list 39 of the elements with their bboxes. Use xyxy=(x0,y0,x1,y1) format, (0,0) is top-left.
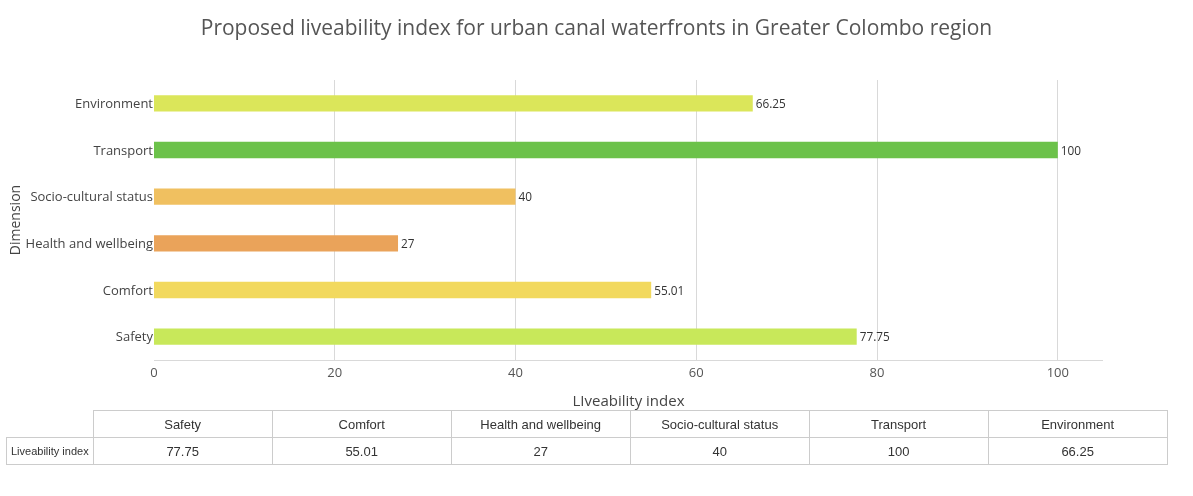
data-label: 66.25 xyxy=(988,437,1168,465)
data-label: 40 xyxy=(630,437,810,465)
bar xyxy=(154,141,1058,159)
x-tick-label: 20 xyxy=(327,362,343,381)
data-label: 55.01 xyxy=(272,437,452,465)
y-axis-title: Dimension xyxy=(4,184,24,256)
data-label: 100 xyxy=(1060,141,1082,158)
x-axis-title: LIveability index xyxy=(572,390,685,410)
category-label: Transport xyxy=(809,410,989,438)
data-label: 77.75 xyxy=(859,328,891,345)
text: Liveability index xyxy=(6,437,94,465)
bar xyxy=(154,235,399,252)
data-label: 40 xyxy=(518,188,533,205)
data-label: 66.25 xyxy=(755,94,787,111)
data-label: 27 xyxy=(401,234,415,251)
category-label: Environment xyxy=(988,410,1168,438)
category-label: Socio-cultural status xyxy=(630,410,810,438)
x-tick-label: 80 xyxy=(869,362,885,381)
y-tick-label: Health and wellbeing xyxy=(25,233,153,252)
data-label: 27 xyxy=(451,437,631,465)
category-label: Comfort xyxy=(272,410,452,438)
x-tick-label: 40 xyxy=(508,362,523,381)
y-tick-label: Comfort xyxy=(102,280,154,299)
x-tick-label: 60 xyxy=(688,362,704,381)
chart-title: Proposed liveability index for urban canal waterfronts in Greater Colombo region xyxy=(200,13,993,42)
y-tick-label: Socio-cultural status xyxy=(30,187,153,206)
bar xyxy=(154,95,753,112)
data-label: 100 xyxy=(809,437,989,465)
bar xyxy=(154,281,652,299)
bar xyxy=(154,188,516,205)
bar xyxy=(154,328,857,345)
x-tick-label: 0 xyxy=(150,362,158,381)
y-tick-label: Safety xyxy=(115,327,154,346)
data-label: 77.75 xyxy=(93,437,273,465)
category-label: Health and wellbeing xyxy=(451,410,631,438)
x-tick-label: 100 xyxy=(1046,362,1069,381)
data-label: 55.01 xyxy=(654,281,685,298)
y-tick-label: Environment xyxy=(74,93,154,112)
y-tick-label: Transport xyxy=(93,140,154,159)
